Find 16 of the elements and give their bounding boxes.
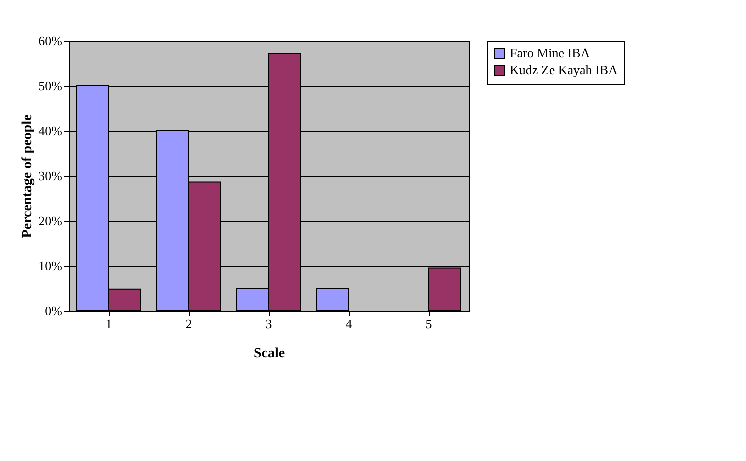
y-tick-label: 60%: [38, 34, 63, 48]
y-tick-label: 30%: [38, 168, 63, 184]
y-tick-label: 20%: [38, 214, 63, 228]
legend-label: Kudz Ze Kayah IBA: [510, 62, 619, 78]
x-tick-label: 5: [426, 316, 432, 332]
y-tick-label: 40%: [38, 124, 63, 138]
x-tick-label: 3: [266, 316, 272, 332]
x-tick-label: 1: [106, 316, 112, 332]
x-axis-title: Scale: [254, 346, 286, 362]
y-tick-label: 0%: [45, 304, 63, 318]
y-tick-label: 50%: [38, 78, 63, 94]
x-tick-label: 2: [186, 316, 192, 332]
legend-label: Faro Mine IBA: [510, 46, 591, 60]
y-tick-label: 10%: [38, 258, 63, 274]
x-tick-label: 4: [346, 316, 353, 332]
y-axis-title: Percentage of people: [20, 114, 36, 238]
